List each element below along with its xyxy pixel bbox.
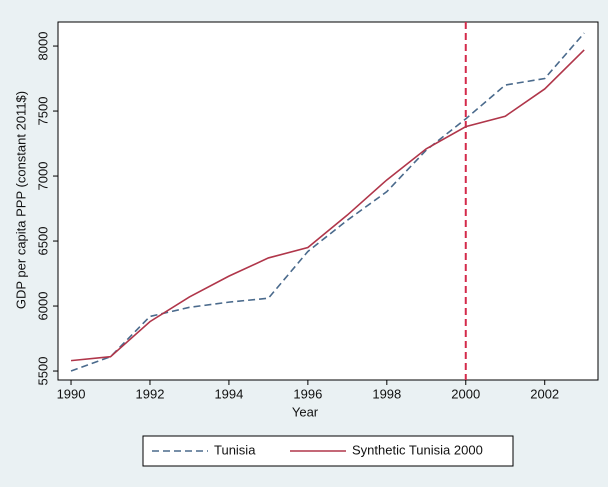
- y-tick-label: 6000: [35, 292, 50, 321]
- plot-area: [57, 21, 599, 381]
- legend-label: Synthetic Tunisia 2000: [352, 442, 483, 457]
- x-tick-label: 1994: [214, 386, 243, 401]
- x-tick-label: 1992: [136, 386, 165, 401]
- y-axis-label: GDP per capita PPP (constant 2011$): [13, 91, 28, 309]
- y-tick-label: 5500: [35, 357, 50, 386]
- x-axis-label: Year: [292, 404, 319, 419]
- series-line: [70, 32, 585, 372]
- legend-label: Tunisia: [214, 442, 256, 457]
- x-tick-label: 1996: [293, 386, 322, 401]
- y-tick-label: 6500: [35, 227, 50, 256]
- x-tick-label: 2000: [451, 386, 480, 401]
- y-tick-label: 7000: [35, 162, 50, 191]
- y-tick-label: 8000: [35, 32, 50, 61]
- series-line: [70, 49, 585, 362]
- y-tick-label: 7500: [35, 97, 50, 126]
- x-tick-label: 2002: [530, 386, 559, 401]
- x-tick-label: 1990: [57, 386, 86, 401]
- x-tick-label: 1998: [372, 386, 401, 401]
